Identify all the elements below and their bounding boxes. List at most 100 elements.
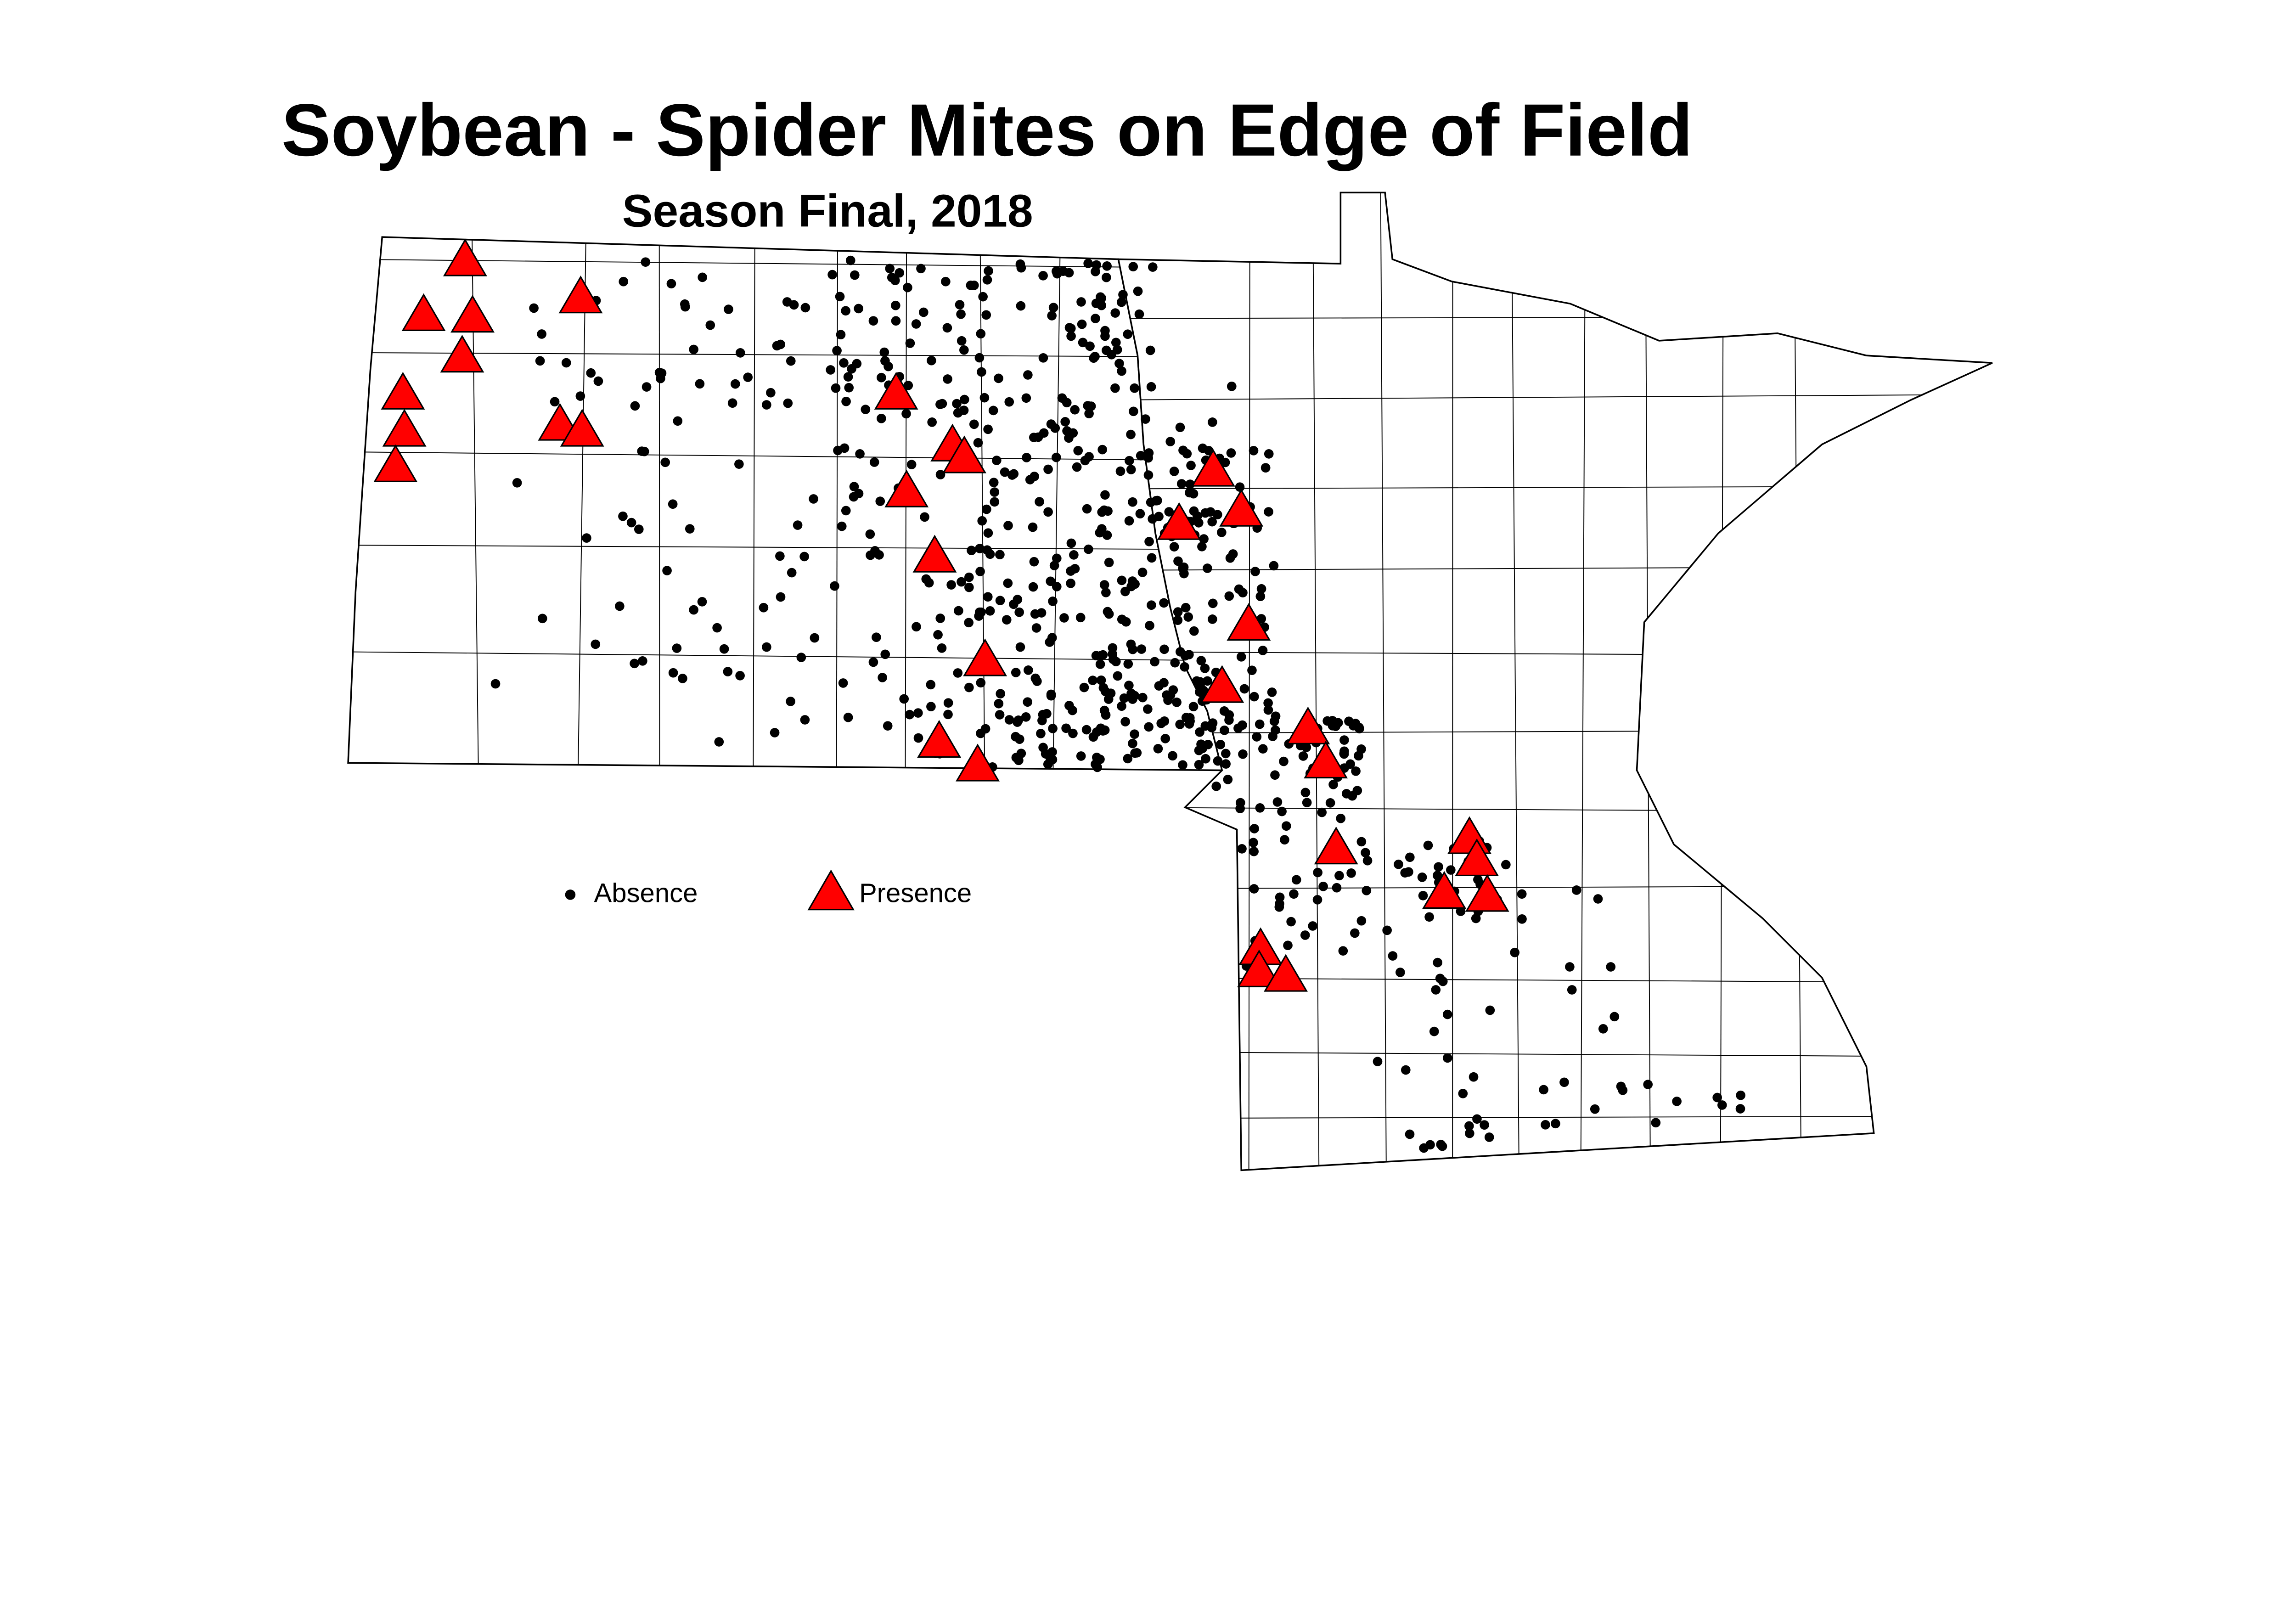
absence-point (689, 605, 698, 615)
absence-point (1098, 726, 1108, 736)
absence-point (838, 678, 848, 688)
absence-point (776, 592, 786, 602)
absence-point (1249, 692, 1259, 702)
absence-point (1258, 744, 1268, 754)
absence-point (1062, 426, 1072, 436)
absence-point (630, 401, 640, 411)
absence-point (1120, 586, 1130, 597)
presence-point (874, 372, 918, 410)
absence-point (995, 550, 1005, 560)
absence-point (1352, 786, 1362, 795)
absence-point (662, 566, 672, 575)
absence-point (1559, 1077, 1569, 1087)
absence-point (861, 405, 871, 414)
absence-point (1041, 749, 1051, 759)
absence-point (1277, 806, 1287, 816)
absence-point (903, 282, 912, 293)
absence-point (789, 300, 799, 310)
absence-point (926, 680, 936, 690)
absence-point (836, 330, 846, 340)
absence-point (1144, 722, 1154, 732)
absence-point (1712, 1092, 1722, 1103)
presence-point (450, 294, 495, 333)
absence-point (1110, 308, 1120, 318)
absence-point (1121, 617, 1131, 627)
absence-point (843, 372, 853, 382)
absence-point (942, 323, 952, 333)
absence-point (1216, 528, 1227, 537)
absence-point (1362, 856, 1373, 866)
presence-point (942, 435, 986, 473)
absence-point (943, 698, 953, 708)
absence-point (1517, 914, 1527, 924)
absence-point (1108, 649, 1117, 659)
absence-point (1207, 517, 1217, 527)
presence-point (1304, 740, 1348, 779)
absence-point (1146, 382, 1156, 392)
absence-point (1405, 1129, 1415, 1139)
county-line (1380, 192, 1387, 1171)
absence-point (843, 712, 853, 722)
absence-point (1192, 676, 1202, 686)
absence-point (705, 320, 715, 330)
absence-point (924, 578, 934, 588)
absence-point (883, 721, 893, 731)
absence-point (841, 396, 851, 406)
absence-point (1401, 1065, 1411, 1075)
absence-point (1227, 381, 1237, 391)
absence-point (984, 266, 993, 276)
absence-point (1111, 338, 1121, 348)
map: Soybean - Spider Mites on Edge of Field … (281, 89, 1993, 1171)
absence-point (1023, 697, 1033, 707)
absence-point (1043, 759, 1053, 769)
absence-point (719, 644, 729, 654)
absence-point (673, 416, 683, 426)
absence-point (783, 398, 793, 408)
absence-point (1147, 553, 1157, 563)
absence-point (1539, 1085, 1548, 1095)
absence-point (1128, 262, 1138, 271)
presence-point (443, 238, 487, 276)
absence-point (770, 728, 780, 737)
absence-point (1332, 883, 1342, 893)
presence-point (1227, 602, 1271, 641)
absence-point (1104, 609, 1114, 619)
presence-point (1191, 449, 1235, 487)
absence-point (1100, 331, 1110, 341)
absence-point (1598, 1024, 1608, 1034)
absence-point (1264, 507, 1273, 517)
absence-point (1126, 465, 1136, 474)
absence-point (1228, 549, 1238, 559)
absence-point (1023, 370, 1033, 380)
absence-point (1013, 595, 1023, 604)
absence-point (1100, 490, 1110, 500)
absence-point (901, 409, 911, 419)
absence-point (1235, 482, 1245, 492)
absence-point (787, 568, 797, 578)
absence-point (912, 622, 921, 632)
absence-point (730, 379, 740, 389)
absence-point (685, 524, 695, 534)
absence-point (1571, 885, 1581, 895)
absence-point (1263, 698, 1273, 708)
absence-point (512, 478, 522, 488)
presence-point (1422, 871, 1467, 909)
absence-point (1203, 563, 1212, 573)
absence-point (1049, 561, 1059, 570)
absence-point (1111, 657, 1121, 666)
absence-point (1159, 598, 1169, 608)
absence-point (877, 372, 886, 383)
absence-point (1238, 720, 1247, 730)
absence-point (1015, 734, 1024, 744)
absence-point (1076, 751, 1086, 761)
absence-point (672, 643, 682, 653)
absence-point (1092, 260, 1102, 270)
absence-point (619, 276, 629, 287)
absence-point (1066, 566, 1075, 576)
presence-point (1455, 838, 1499, 877)
absence-point (1219, 706, 1229, 716)
absence-point (832, 346, 842, 355)
absence-point (1117, 701, 1126, 711)
absence-point (1423, 840, 1433, 850)
absence-point (1338, 946, 1348, 956)
